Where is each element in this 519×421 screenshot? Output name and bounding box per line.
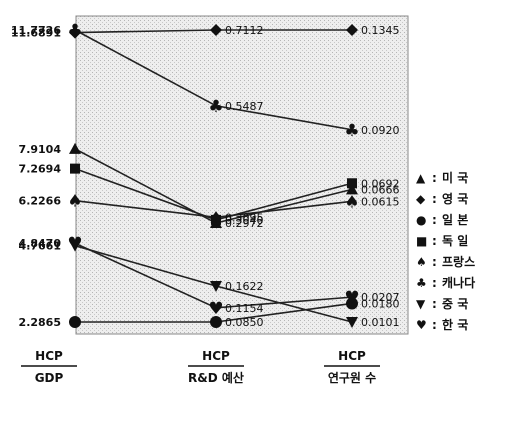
legend-separator: : <box>432 213 437 227</box>
legend-label: 한 국 <box>442 317 468 332</box>
data-point: ♣ <box>67 21 82 41</box>
data-point <box>210 281 222 293</box>
data-label: 0.0615 <box>361 195 400 208</box>
data-point <box>69 316 81 328</box>
data-point <box>69 26 81 39</box>
axis-label-denominator: R&D 예산 <box>188 370 244 385</box>
data-label: 0.1154 <box>225 302 264 315</box>
legend-separator: : <box>432 276 437 290</box>
legend-item: ♥: 한 국 <box>416 317 468 332</box>
legend-separator: : <box>432 255 437 269</box>
data-label: 0.0180 <box>361 297 400 310</box>
legend-symbol: ■ <box>416 234 427 248</box>
data-point: ♥ <box>67 234 82 254</box>
data-point <box>347 178 357 189</box>
legend-item: ●: 일 본 <box>416 213 468 227</box>
legend-separator: : <box>432 234 437 248</box>
data-label: 7.2694 <box>19 163 62 176</box>
data-point <box>346 297 358 310</box>
data-point <box>211 214 221 225</box>
legend-symbol: ▲ <box>416 171 426 185</box>
data-point <box>210 24 222 36</box>
data-label: 4.7661 <box>19 240 61 253</box>
axis-label-numerator: HCP <box>338 349 366 363</box>
legend-item: ■: 독 일 <box>416 234 468 248</box>
data-label: 11.7726 <box>11 24 61 37</box>
legend-symbol: ▼ <box>416 297 426 311</box>
data-point <box>70 163 80 174</box>
legend-label: 프랑스 <box>442 255 475 269</box>
data-label: 0.3095 <box>225 211 264 224</box>
data-point: ♥ <box>208 299 223 319</box>
data-label: 6.2266 <box>19 195 62 208</box>
plot-area <box>75 15 409 335</box>
series-line <box>74 242 353 309</box>
series-line <box>74 29 353 131</box>
axis-label-numerator: HCP <box>35 349 63 363</box>
legend-label: 미 국 <box>442 170 468 185</box>
legend-label: 중 국 <box>442 297 468 311</box>
data-label: 0.0850 <box>225 316 264 329</box>
data-label: 0.0666 <box>361 183 400 196</box>
data-label: 0.0101 <box>361 316 400 329</box>
data-label: 0.3040 <box>225 214 264 227</box>
data-point <box>346 24 358 36</box>
legend-label: 캐나다 <box>442 275 475 290</box>
axis-label-denominator: 연구원 수 <box>328 370 376 385</box>
data-point <box>346 183 358 195</box>
axis-label-denominator: GDP <box>35 371 64 385</box>
legend-separator: : <box>432 297 437 311</box>
data-point: ♠ <box>344 192 359 212</box>
legend-separator: : <box>432 171 437 185</box>
data-label: 0.5487 <box>225 100 264 113</box>
data-point <box>69 142 81 154</box>
legend-separator: : <box>432 192 437 206</box>
legend-item: ♠: 프랑스 <box>416 255 475 269</box>
data-label: 11.6891 <box>11 27 61 40</box>
legend-symbol: ● <box>416 213 426 227</box>
data-label: 0.2972 <box>225 217 264 230</box>
legend-label: 영 국 <box>442 191 468 206</box>
legend-symbol: ♥ <box>416 318 427 332</box>
data-point: ♠ <box>208 208 223 228</box>
data-label: 0.1622 <box>225 280 264 293</box>
legend-separator: : <box>432 318 437 332</box>
data-point: ♥ <box>344 288 359 308</box>
data-label: 0.0920 <box>361 124 400 137</box>
data-label: 4.8470 <box>19 237 62 250</box>
axis-label-numerator: HCP <box>202 349 230 363</box>
data-label: 0.7112 <box>225 24 264 37</box>
data-point: ♣ <box>208 97 223 117</box>
data-point: ♣ <box>344 121 359 141</box>
data-label: 0.0692 <box>361 177 400 190</box>
data-point: ♠ <box>67 192 82 212</box>
legend-item: ▼: 중 국 <box>416 297 468 311</box>
legend-label: 독 일 <box>442 234 468 248</box>
legend-label: 일 본 <box>442 213 468 227</box>
data-label: 2.2865 <box>19 316 61 329</box>
data-label: 7.9104 <box>19 143 62 156</box>
data-point <box>346 317 358 328</box>
data-label: 0.1345 <box>361 24 400 37</box>
legend-symbol: ◆ <box>416 192 426 206</box>
data-point <box>69 240 81 252</box>
legend-item: ▲: 미 국 <box>416 170 468 185</box>
data-label: 0.0207 <box>361 291 400 304</box>
legend-item: ◆: 영 국 <box>416 191 468 206</box>
legend-symbol: ♠ <box>416 255 427 269</box>
legend-symbol: ♣ <box>416 276 427 290</box>
legend-item: ♣: 캐나다 <box>416 275 475 290</box>
data-point <box>210 316 222 328</box>
